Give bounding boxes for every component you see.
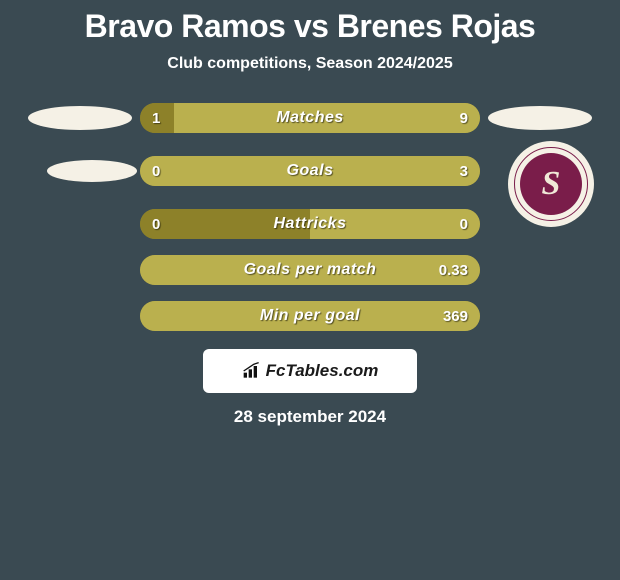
right-spacer xyxy=(480,253,600,287)
date-label: 28 september 2024 xyxy=(0,407,620,427)
brand-pill: FcTables.com xyxy=(203,349,417,393)
avatar-placeholder-icon xyxy=(47,160,137,182)
left-avatar-slot xyxy=(20,147,140,195)
right-spacer xyxy=(480,299,600,333)
subtitle: Club competitions, Season 2024/2025 xyxy=(0,55,620,73)
badge-letter: S xyxy=(542,165,561,203)
page-title: Bravo Ramos vs Brenes Rojas xyxy=(0,8,620,45)
stat-bar-goals: 0 Goals 3 xyxy=(140,156,480,186)
right-spacer xyxy=(480,207,600,241)
stat-bar-matches: 1 Matches 9 xyxy=(140,103,480,133)
stat-label: Goals per match xyxy=(140,255,480,285)
left-spacer xyxy=(20,207,140,241)
stat-row: 0 Goals 3 S xyxy=(0,147,620,195)
stat-bar-mpg: Min per goal 369 xyxy=(140,301,480,331)
stat-row: Min per goal 369 xyxy=(0,299,620,333)
stat-label: Goals xyxy=(140,156,480,186)
avatar-placeholder-icon xyxy=(488,106,592,130)
right-value: 9 xyxy=(460,103,468,133)
brand-text: FcTables.com xyxy=(266,361,379,381)
stat-label: Hattricks xyxy=(140,209,480,239)
stat-row: 0 Hattricks 0 xyxy=(0,207,620,241)
right-value: 3 xyxy=(460,156,468,186)
stat-row: 1 Matches 9 xyxy=(0,101,620,135)
right-value: 0.33 xyxy=(439,255,468,285)
avatar-placeholder-icon xyxy=(28,106,132,130)
comparison-infographic: Bravo Ramos vs Brenes Rojas Club competi… xyxy=(0,0,620,427)
badge-inner: S xyxy=(520,153,582,215)
stat-bar-hattricks: 0 Hattricks 0 xyxy=(140,209,480,239)
right-badge-slot: S xyxy=(480,147,600,195)
stat-row: Goals per match 0.33 xyxy=(0,253,620,287)
left-spacer xyxy=(20,253,140,287)
right-avatar-slot xyxy=(480,101,600,135)
stat-label: Matches xyxy=(140,103,480,133)
stat-bar-gpm: Goals per match 0.33 xyxy=(140,255,480,285)
right-value: 369 xyxy=(443,301,468,331)
bar-chart-icon xyxy=(242,362,262,380)
stat-label: Min per goal xyxy=(140,301,480,331)
left-spacer xyxy=(20,299,140,333)
left-avatar-slot xyxy=(20,101,140,135)
right-value: 0 xyxy=(460,209,468,239)
